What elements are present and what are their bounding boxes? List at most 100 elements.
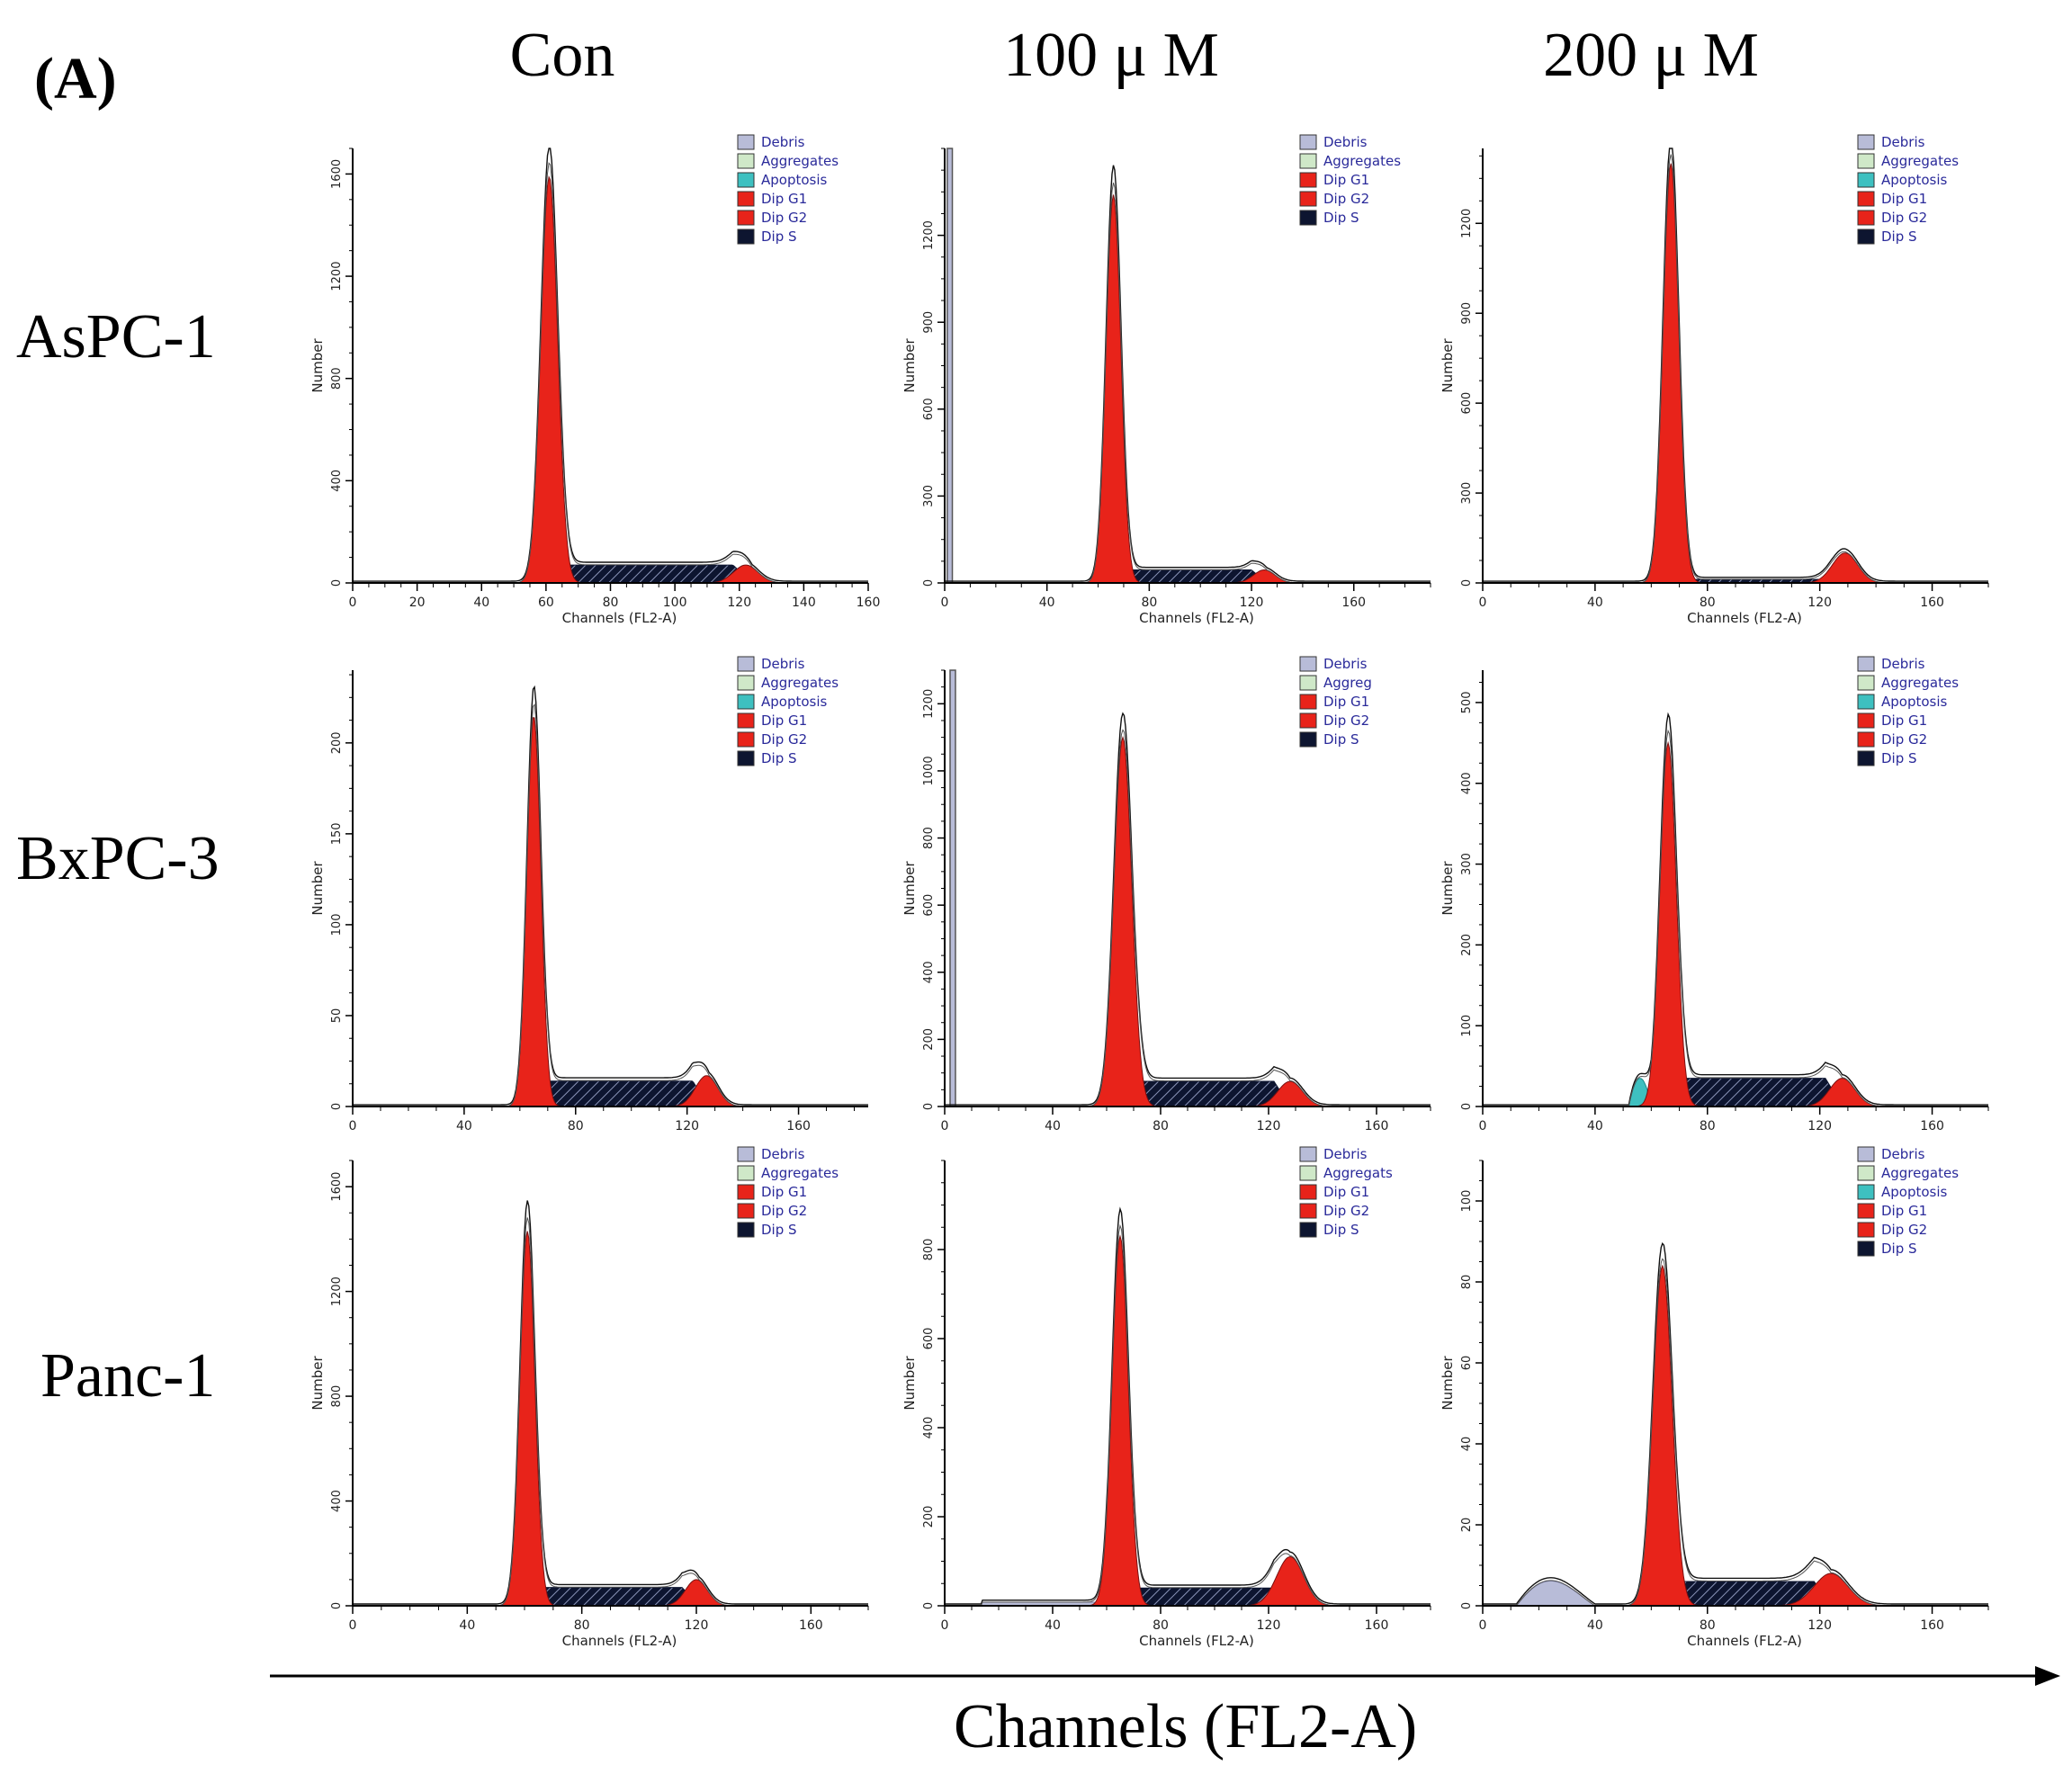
x-tick-label: 80	[1153, 1119, 1169, 1133]
dip-g1-area	[353, 1231, 868, 1607]
legend-swatch	[1857, 134, 1875, 150]
legend-label: Dip S	[1881, 750, 1917, 766]
legend-swatch	[1299, 675, 1317, 691]
x-tick-label: 160	[1341, 596, 1366, 610]
legend-swatch	[1857, 675, 1875, 691]
y-axis-label: Number	[1440, 1356, 1456, 1411]
debris-spike	[949, 669, 956, 1107]
y-tick-label: 0	[1460, 579, 1474, 587]
legend-label: Apoptosis	[761, 694, 828, 710]
x-tick-label: 40	[459, 1618, 475, 1633]
legend-label: Dip G2	[1881, 731, 1927, 748]
x-tick-label: 40	[473, 596, 489, 610]
x-axis-label: Channels (FL2-A)	[1139, 610, 1254, 626]
legend-label: Dip G2	[1323, 191, 1369, 207]
legend-swatch	[1857, 1241, 1875, 1257]
legend-swatch	[737, 656, 755, 672]
legend-label: Dip S	[1323, 731, 1359, 748]
bottom-axis-arrow-head	[2035, 1666, 2060, 1686]
x-tick-label: 140	[792, 596, 816, 610]
legend-swatch	[737, 675, 755, 691]
legend-swatch	[737, 153, 755, 169]
x-tick-label: 40	[456, 1119, 472, 1133]
y-tick-label: 1600	[330, 1172, 344, 1202]
legend-label: Apoptosis	[1881, 172, 1948, 188]
legend-label: Dip G1	[1881, 712, 1927, 729]
dip-g1-area	[1483, 163, 1988, 584]
chart-panc-1-8: 0 40 80 120 160 0 20 40 60 80 100 Number Channels (F…	[1440, 1146, 1989, 1649]
legend-swatch	[1857, 1165, 1875, 1181]
legend-label: Dip G2	[761, 210, 807, 226]
legend-swatch	[1299, 1184, 1317, 1200]
legend-swatch	[737, 191, 755, 207]
y-tick-label: 0	[330, 1103, 344, 1110]
legend-label: Dip G1	[1881, 191, 1927, 207]
legend-swatch	[1299, 1203, 1317, 1219]
y-tick-label: 80	[1460, 1275, 1474, 1290]
legend-label: Dip G1	[1323, 694, 1369, 710]
row-label-aspc1: AsPC-1	[16, 302, 216, 372]
legend-swatch	[1299, 731, 1317, 748]
y-tick-label: 1200	[1460, 209, 1474, 238]
column-label-con: Con	[509, 21, 615, 90]
y-tick-label: 1200	[330, 1277, 344, 1306]
x-tick-label: 40	[1587, 1618, 1603, 1633]
legend-label: Debris	[1323, 134, 1368, 150]
panel-letter: (A)	[34, 46, 117, 112]
legend-swatch	[1299, 712, 1317, 729]
chart-aspc-1-1: 0 40 80 120 160 0 300 600 900 1200 Number Channels …	[901, 134, 1431, 626]
y-tick-label: 1200	[922, 689, 936, 719]
legend-swatch	[1857, 712, 1875, 729]
y-tick-label: 200	[330, 731, 344, 754]
y-tick-label: 1000	[922, 756, 936, 785]
legend-label: Apoptosis	[1881, 694, 1948, 710]
y-tick-label: 0	[1460, 1602, 1474, 1609]
y-tick-label: 100	[330, 914, 344, 936]
y-tick-label: 200	[922, 1506, 936, 1528]
legend-swatch	[1299, 134, 1317, 150]
raw-data-line	[945, 165, 1431, 582]
model-fit-line	[353, 162, 868, 584]
legend-swatch	[737, 712, 755, 729]
legend-swatch	[1857, 1222, 1875, 1238]
row-label-bxpc3: BxPC-3	[16, 824, 220, 893]
legend-label: Debris	[1881, 134, 1925, 150]
legend-swatch	[1299, 656, 1317, 672]
legend-swatch	[1857, 750, 1875, 766]
x-tick-label: 160	[799, 1618, 823, 1633]
legend-swatch	[1857, 731, 1875, 748]
raw-data-line	[1483, 712, 1988, 1106]
x-tick-label: 120	[685, 1618, 709, 1633]
legend-label: Dip G2	[761, 731, 807, 748]
y-tick-label: 1600	[330, 159, 344, 189]
legend-swatch	[1299, 694, 1317, 710]
raw-data-line	[1483, 148, 1988, 582]
y-axis-label: Number	[309, 1356, 326, 1411]
y-axis-label: Number	[309, 861, 326, 916]
dip-s-area	[945, 1080, 1431, 1107]
dip-g2-area	[1483, 552, 1988, 584]
y-tick-label: 0	[922, 579, 936, 587]
legend-label: Aggregates	[761, 1165, 839, 1181]
legend-label: Aggregates	[1323, 153, 1401, 169]
model-fit-line	[945, 1223, 1431, 1607]
legend-swatch	[1299, 172, 1317, 188]
chart-aspc-1-0: 0 20 40 60 80 100 120 140 160040080012001600Numb…	[309, 134, 880, 626]
x-tick-label: 60	[538, 596, 554, 610]
y-tick-label: 400	[330, 470, 344, 492]
y-tick-label: 0	[922, 1602, 936, 1609]
x-tick-label: 120	[727, 596, 751, 610]
legend-swatch	[1857, 1146, 1875, 1162]
dip-g1-area	[1483, 740, 1988, 1107]
y-tick-label: 100	[1460, 1015, 1474, 1037]
debris-spike	[946, 148, 954, 584]
legend-label: Dip S	[1881, 1241, 1917, 1257]
y-tick-label: 900	[1460, 302, 1474, 325]
y-tick-label: 600	[1460, 392, 1474, 415]
legend-label: Aggregates	[761, 675, 839, 691]
dip-s-area	[353, 1080, 868, 1107]
legend-swatch	[737, 134, 755, 150]
model-fit-line	[1483, 1258, 1988, 1607]
y-tick-label: 500	[1460, 692, 1474, 714]
